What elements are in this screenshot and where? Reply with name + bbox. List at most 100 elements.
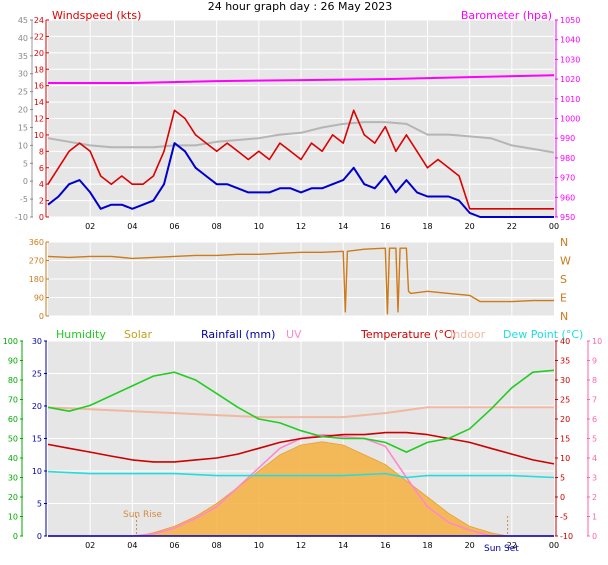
uv-tick-label: 7 <box>592 396 597 405</box>
wind-x-tick-label: 16 <box>380 222 390 231</box>
rainfall-tick-label: 10 <box>32 467 42 476</box>
direction-tick-label: 0 <box>39 312 44 321</box>
legend-humidity: Humidity <box>56 328 106 341</box>
barometer-panel-title: Barometer (hpa) <box>461 9 552 22</box>
temperature-tick-label: 35 <box>560 357 570 366</box>
wind-x-tick-label: 06 <box>169 222 179 231</box>
barometer-tick-label: 980 <box>560 154 575 163</box>
barometer-tick-label: 960 <box>560 193 575 202</box>
sunrise-label: Sun Rise <box>123 510 162 520</box>
wind-left-tick-label: 40 <box>18 34 28 43</box>
wind-x-tick-label: 18 <box>422 222 432 231</box>
wind-x-tick-label: 02 <box>85 222 95 231</box>
wind-x-tick-label: 14 <box>338 222 348 231</box>
wind-inner-tick-label: 10 <box>34 131 44 140</box>
barometer-tick-label: 1040 <box>560 36 580 45</box>
wind-inner-tick-label: 6 <box>39 164 44 173</box>
uv-tick-label: 5 <box>592 435 597 444</box>
uv-tick-label: 3 <box>592 474 597 483</box>
wind-x-tick-label: 00 <box>549 222 559 231</box>
compass-label: S <box>560 273 567 286</box>
humidity-tick-label: 80 <box>8 376 18 385</box>
temp-x-tick-label: 06 <box>169 541 179 550</box>
temperature-tick-label: 25 <box>560 396 570 405</box>
legend-rainfall: Rainfall (mm) <box>201 328 275 341</box>
wind-x-tick-label: 22 <box>507 222 517 231</box>
humidity-tick-label: 60 <box>8 415 18 424</box>
uv-tick-label: 6 <box>592 415 597 424</box>
wind-inner-tick-label: 0 <box>39 213 44 222</box>
wind-inner-tick-label: 20 <box>34 49 44 58</box>
dewpoint-line <box>47 470 555 479</box>
uv-tick-label: 9 <box>592 357 597 366</box>
humidity-tick-label: 40 <box>8 454 18 463</box>
wind-x-tick-label: 04 <box>127 222 137 231</box>
wind-left-tick-label: 35 <box>18 52 28 61</box>
direction-tick-label: 180 <box>29 275 44 284</box>
temperature-tick-label: -5 <box>560 513 568 522</box>
humidity-tick-label: 50 <box>8 435 18 444</box>
humidity-tick-label: 20 <box>8 493 18 502</box>
wind-inner-tick-label: 12 <box>34 115 44 124</box>
direction-tick-label: 90 <box>34 294 44 303</box>
wind-left-tick-label: 15 <box>18 123 28 132</box>
temperature-tick-label: -10 <box>560 532 573 541</box>
humidity-tick-label: 30 <box>8 474 18 483</box>
temperature-tick-label: 0 <box>560 493 565 502</box>
temp-x-tick-label: 08 <box>212 541 222 550</box>
temp-x-tick-label: 22 <box>507 541 517 550</box>
barometer-line <box>48 74 555 84</box>
wind-left-tick-label: 5 <box>23 159 28 168</box>
legend-uv: UV <box>286 328 302 341</box>
uv-tick-label: 2 <box>592 493 597 502</box>
wind-inner-tick-label: 16 <box>34 82 44 91</box>
direction-tick-label: 360 <box>29 238 44 247</box>
temperature-tick-label: 10 <box>560 454 570 463</box>
wind-left-tick-label: -10 <box>15 213 28 222</box>
rainfall-tick-label: 25 <box>32 370 42 379</box>
temperature-tick-label: 20 <box>560 415 570 424</box>
barometer-tick-label: 1010 <box>560 95 580 104</box>
humidity-tick-label: 0 <box>13 532 18 541</box>
direction-tick-label: 270 <box>29 257 44 266</box>
wind-left-tick-label: 20 <box>18 106 28 115</box>
wind-inner-tick-label: 18 <box>34 65 44 74</box>
wind-left-tick-label: -5 <box>20 195 28 204</box>
barometer-tick-label: 1050 <box>560 16 580 25</box>
compass-label: N <box>560 236 568 249</box>
wind-x-tick-label: 12 <box>296 222 306 231</box>
wind-x-tick-label: 08 <box>212 222 222 231</box>
humidity-tick-label: 100 <box>3 337 18 346</box>
indoor-line <box>47 406 554 419</box>
wind-left-tick-label: 30 <box>18 70 28 79</box>
wind-left-tick-label: 10 <box>18 141 28 150</box>
rainfall-tick-label: 0 <box>37 532 42 541</box>
wind-inner-tick-label: 2 <box>39 197 44 206</box>
uv-tick-label: 1 <box>592 513 597 522</box>
temperature-line <box>47 431 555 465</box>
temp-x-tick-label: 02 <box>85 541 95 550</box>
temperature-tick-label: 15 <box>560 435 570 444</box>
solar-area <box>136 441 508 537</box>
barometer-tick-label: 1030 <box>560 55 580 64</box>
temperature-tick-label: 5 <box>560 474 565 483</box>
rainfall-tick-label: 30 <box>32 337 42 346</box>
uv-tick-label: 4 <box>592 454 597 463</box>
compass-label: W <box>560 255 571 268</box>
barometer-tick-label: 970 <box>560 174 575 183</box>
uv-tick-label: 0 <box>592 532 597 541</box>
wind-inner-tick-label: 4 <box>39 180 44 189</box>
wind-inner-tick-label: 8 <box>39 147 44 156</box>
temp-x-tick-label: 14 <box>338 541 348 550</box>
uv-tick-label: 8 <box>592 376 597 385</box>
sunset-label: Sun Set <box>484 544 519 554</box>
humidity-tick-label: 90 <box>8 357 18 366</box>
rainfall-tick-label: 20 <box>32 402 42 411</box>
barometer-tick-label: 1000 <box>560 115 580 124</box>
wind-average-line <box>47 142 554 218</box>
gust-line <box>47 121 555 154</box>
temperature-tick-label: 40 <box>560 337 570 346</box>
temp-x-tick-label: 10 <box>254 541 264 550</box>
legend-indoor: Indoor <box>450 328 486 341</box>
